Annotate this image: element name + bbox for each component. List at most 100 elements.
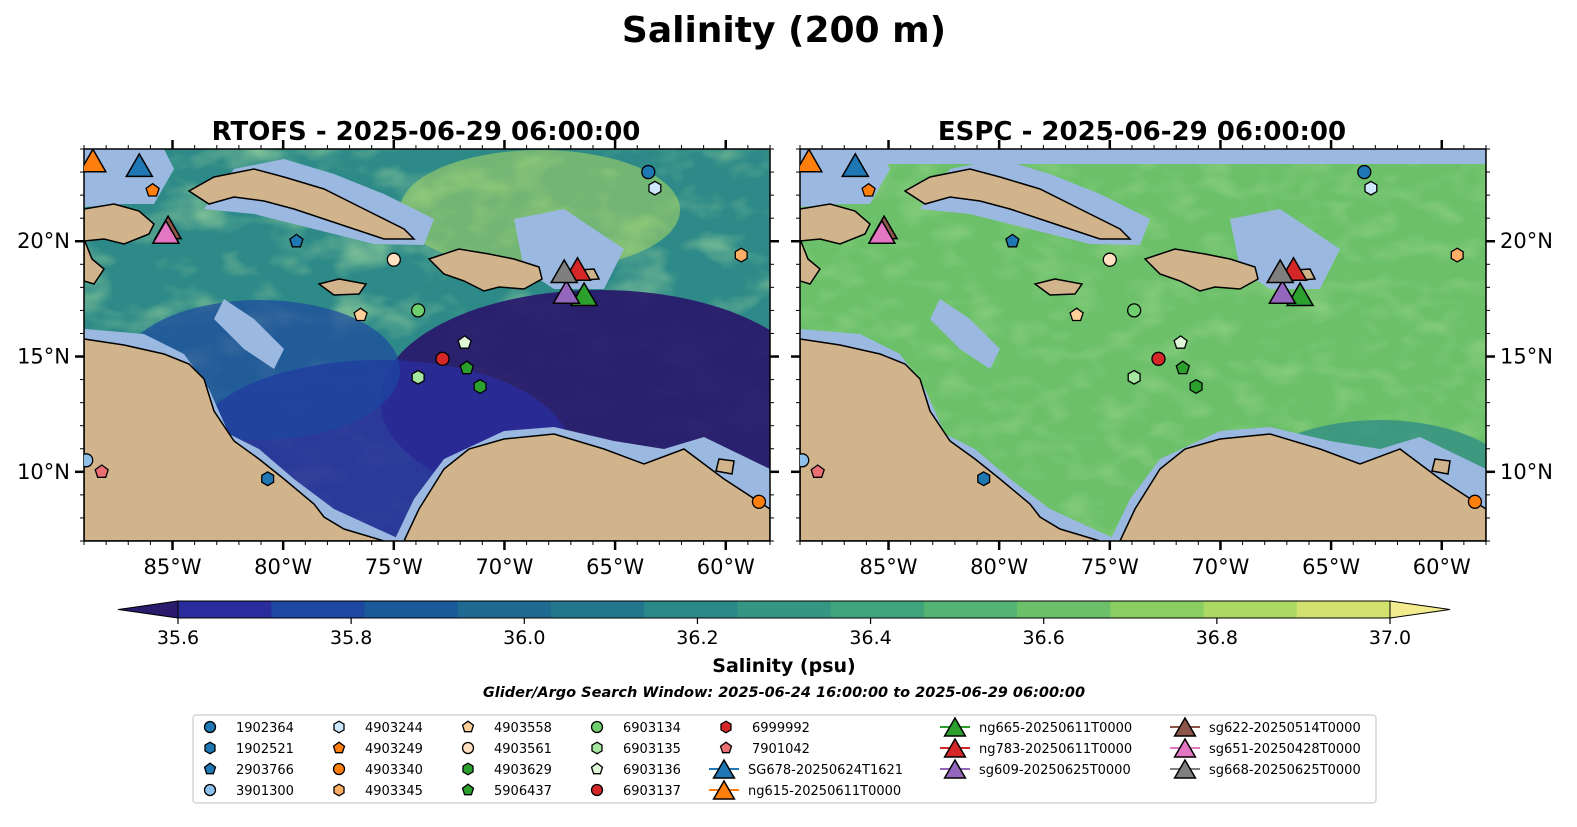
legend-glider-marker [712,758,736,779]
legend-float-marker [332,741,346,754]
lat-tick-label: 10°N [17,460,70,484]
legend-float-label: 6903135 [623,742,681,757]
legend-float-label: 4903340 [365,763,423,778]
glider-marker [84,149,108,173]
figure-title: Salinity (200 m) [622,10,946,51]
argo-float-marker [386,252,401,267]
legend-glider-marker [943,758,967,779]
legend-glider-label: SG678-20250624T1621 [748,763,903,778]
legend-float-label: 4903561 [494,742,552,757]
lon-tick-label: 65°W [586,555,644,579]
glider-marker [800,149,824,173]
glider-marker [841,152,870,178]
legend-float-marker [720,720,732,734]
glider-marker [1268,279,1297,304]
argo-float-marker [800,453,810,468]
argo-float-marker [641,164,656,180]
colorbar-segment [830,601,925,618]
colorbar-tick-label: 37.0 [1369,627,1411,649]
legend: 1902364 1902521 2903766 3901300 4903244 49032… [203,716,1361,800]
panel-title-espc: ESPC - 2025-06-29 06:00:00 [938,117,1346,147]
legend-glider-label: ng783-20250611T0000 [979,742,1132,757]
legend-float-label: 4903345 [365,784,423,799]
colorbar-tick-label: 36.0 [503,627,545,649]
markers-espc [800,149,1483,509]
colorbar-extend-min [117,600,179,619]
colorbar-segment [271,601,365,618]
legend-float-label: 6903134 [623,721,681,736]
colorbar-tick-label: 36.4 [849,627,891,649]
colorbar-segment [1203,601,1298,618]
lat-tick-label: 15°N [1500,345,1553,369]
legend-float-label: 1902364 [236,721,294,736]
argo-float-marker [435,351,450,366]
map-frame-espc [799,148,1487,542]
legend-float-label: 2903766 [236,763,294,778]
markers-rtofs [84,149,767,509]
legend-float-label: 4903629 [494,763,552,778]
argo-float-marker [1069,307,1084,322]
legend-float-marker [461,741,475,755]
lat-tick-label: 15°N [17,345,70,369]
legend-glider-marker [712,779,736,800]
colorbar-segment [737,601,832,618]
legend-glider-label: sg651-20250428T0000 [1209,742,1361,757]
lon-tick-label: 65°W [1302,555,1360,579]
argo-float-marker [1364,180,1378,196]
legend-glider-label: sg622-20250514T0000 [1209,721,1361,736]
colorbar-segment [1110,601,1205,618]
search-window-caption: Glider/Argo Search Window: 2025-06-24 16… [483,685,1085,701]
argo-float-marker [289,233,304,248]
legend-float-label: 5906437 [494,784,552,799]
argo-float-marker [1173,335,1188,349]
map-panel-rtofs [84,149,770,541]
colorbar-tick-label: 35.6 [157,627,199,649]
argo-float-marker [1189,378,1203,395]
lon-tick-label: 75°W [1081,555,1139,579]
legend-float-marker [203,720,217,734]
legend-glider-marker [1173,758,1197,779]
map-frame-rtofs [83,148,771,542]
legend-glider-marker [1173,737,1197,758]
legend-float-label: 6903137 [623,784,681,799]
glider-marker [867,219,897,245]
argo-float-marker [459,360,475,375]
argo-float-marker [410,303,426,318]
colorbar-segment [923,601,1018,618]
argo-float-marker [84,453,94,468]
legend-float-marker [333,783,345,797]
argo-float-marker [411,369,425,385]
colorbar-segment [364,601,459,618]
legend-float-marker [332,762,346,776]
legend-float-label: 4903249 [365,742,423,757]
legend-float-label: 3901300 [236,784,294,799]
argo-float-marker [977,471,991,487]
argo-float-marker [648,180,662,196]
legend-float-marker [590,762,604,775]
argo-float-marker [1357,164,1372,180]
glider-marker [151,219,181,245]
legend-glider-marker [943,716,967,737]
colorbar-segment [644,601,738,618]
lon-tick-label: 85°W [860,555,918,579]
lon-tick-label: 70°W [1191,555,1249,579]
observation-markers [84,149,1483,509]
legend-glider-label: sg609-20250625T0000 [979,763,1131,778]
legend-float-marker [719,741,733,754]
panel-title-rtofs: RTOFS - 2025-06-29 06:00:00 [212,117,641,147]
legend-float-marker [203,762,217,775]
argo-float-marker [734,247,748,263]
argo-float-marker [261,471,275,487]
glider-marker [1265,258,1295,284]
argo-float-marker [1151,351,1166,366]
legend-float-label: 6999992 [752,721,810,736]
lat-tick-label: 20°N [1500,229,1553,253]
argo-float-marker [751,494,767,509]
lon-tick-label: 70°W [475,555,533,579]
legend-float-marker [461,783,475,796]
argo-float-marker [1467,494,1483,509]
legend-box [192,714,1377,804]
legend-float-marker [462,762,474,776]
lon-tick-label: 80°W [970,555,1028,579]
